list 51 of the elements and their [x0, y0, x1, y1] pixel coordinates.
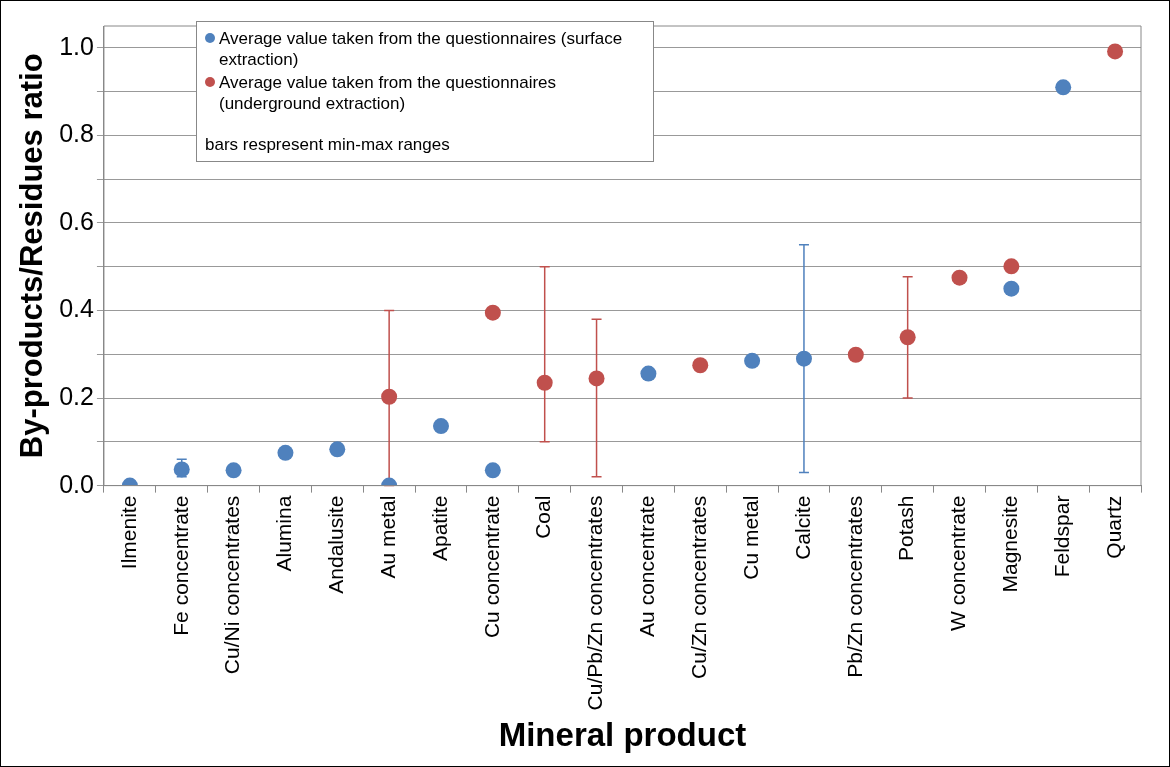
- x-tick-label: Potash: [894, 495, 918, 562]
- y-tick-label: 0.8: [59, 119, 94, 148]
- y-axis-title: By-products/Residues ratio: [14, 53, 50, 459]
- x-tick-label: Ilmenite: [116, 495, 140, 570]
- x-tick-label: Quartz: [1101, 495, 1125, 559]
- point: [536, 374, 553, 391]
- point: [225, 462, 242, 479]
- point: [1107, 43, 1124, 60]
- x-tick-label: Au metal: [375, 495, 399, 579]
- annotation: bars respresent min-max ranges: [205, 134, 451, 155]
- y-tick-label: 0.0: [59, 469, 94, 498]
- x-tick-label: Au concentrate: [635, 495, 659, 637]
- legend-label: Average value taken from the questionnaires (surface extraction): [219, 28, 624, 70]
- y-tick-label: 0.4: [59, 294, 95, 323]
- point: [1003, 258, 1020, 275]
- point: [588, 370, 605, 387]
- x-tick-label: Cu/Pb/Zn concentrates: [583, 495, 607, 711]
- point: [1055, 79, 1072, 96]
- x-tick-label: Feldspar: [1050, 495, 1074, 578]
- point: [951, 269, 968, 286]
- x-tick-label: Andalusite: [324, 495, 348, 594]
- point: [484, 462, 501, 479]
- x-tick-label: Pb/Zn concentrates: [842, 495, 866, 678]
- point: [692, 357, 709, 374]
- y-tick-label: 0.2: [59, 381, 94, 410]
- point: [795, 350, 812, 367]
- y-tick-label: 0.6: [59, 206, 94, 235]
- point: [329, 441, 346, 458]
- x-tick-label: Calcite: [790, 495, 814, 560]
- x-tick-label: Fe concentrate: [168, 495, 192, 636]
- x-tick-label: Cu/Zn concentrates: [687, 495, 711, 679]
- y-tick-label: 1.0: [59, 31, 94, 60]
- point: [381, 388, 398, 405]
- x-tick-label: Cu/Ni concentrates: [220, 495, 244, 675]
- point: [640, 365, 657, 382]
- point: [899, 329, 916, 346]
- x-tick-label: Alumina: [272, 495, 296, 572]
- point: [1003, 280, 1020, 297]
- x-axis-title: Mineral product: [498, 716, 747, 754]
- point: [744, 352, 761, 369]
- x-tick-label: Cu concentrate: [479, 495, 503, 639]
- x-tick-label: Apatite: [427, 495, 451, 562]
- point: [484, 304, 501, 321]
- x-tick-label: W concentrate: [946, 495, 970, 632]
- x-tick-label: Coal: [531, 495, 555, 539]
- point: [847, 346, 864, 363]
- point: [277, 444, 294, 461]
- legend-label: Average value taken from the questionnaires (underground extraction): [219, 72, 558, 114]
- x-tick-label: Magnesite: [998, 495, 1022, 593]
- point: [432, 418, 449, 435]
- x-tick-label: Cu metal: [738, 495, 762, 580]
